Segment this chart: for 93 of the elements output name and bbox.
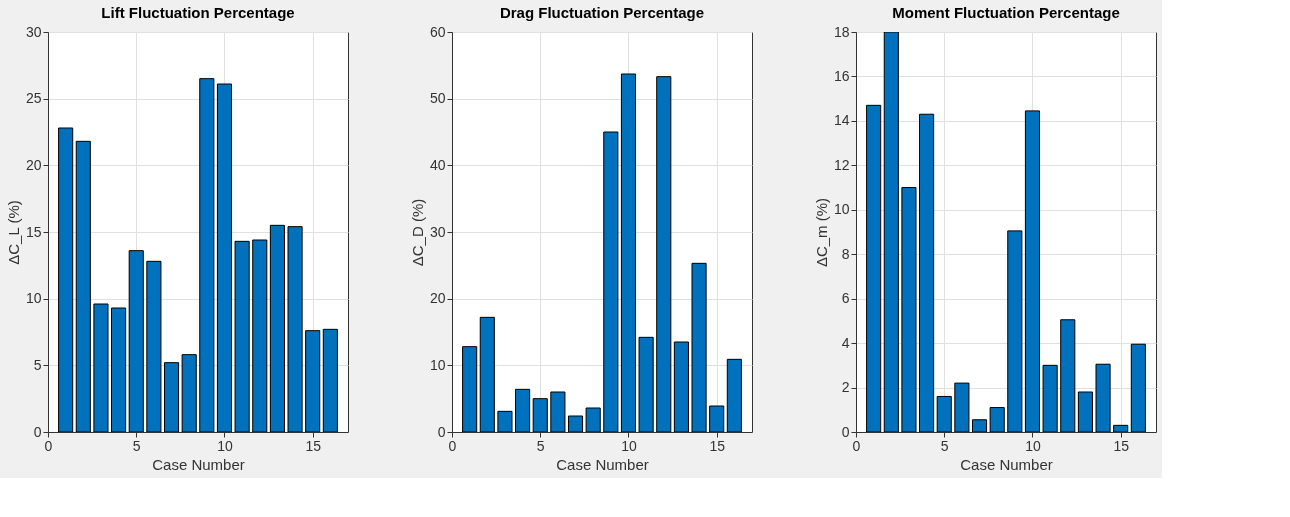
chart-title: Lift Fluctuation Percentage [101,4,295,21]
bar [515,388,531,432]
bar [709,405,725,432]
y-tick-label: 0 [437,423,446,440]
bar [1024,110,1041,432]
bar [638,336,654,432]
bar [673,341,689,432]
y-tick-label: 30 [429,223,446,240]
bar [234,240,250,432]
y-tick-label: 6 [841,290,850,307]
bar [1007,230,1023,432]
x-tick-label: 5 [940,437,949,454]
y-tick-label: 50 [429,90,446,107]
bar [1113,424,1129,432]
chart-title: Moment Fluctuation Percentage [892,4,1120,21]
bar [128,250,144,432]
y-tick-label: 14 [833,112,850,129]
y-tick-label: 10 [833,201,850,218]
x-tick-label: 15 [305,437,322,454]
bar [954,382,970,432]
y-tick-label: 2 [841,379,850,396]
y-tick-label: 4 [841,334,850,351]
bar [567,415,584,432]
bar [691,262,707,432]
bar [287,226,303,432]
bar [199,78,215,432]
bar [93,303,109,432]
bar [919,113,935,432]
bar [989,407,1005,432]
bar [550,391,566,432]
x-tick-label: 10 [621,437,637,454]
x-tick-label: 15 [1113,437,1130,454]
bar [726,358,742,432]
bar [305,330,321,432]
bar [1095,363,1111,432]
y-axis-title: ΔC_L (%) [4,200,22,265]
x-axis-title: Case Number [960,455,1053,473]
bar [181,354,197,432]
bar [58,127,74,432]
y-tick-label: 20 [25,156,42,173]
x-tick-label: 0 [44,437,53,454]
x-tick-label: 15 [709,437,726,454]
bar [497,410,513,432]
bar [971,419,988,432]
bar [901,187,917,432]
bar [322,328,338,432]
y-tick-label: 0 [33,423,42,440]
bar [1060,319,1076,432]
y-tick-label: 60 [429,23,446,40]
x-tick-label: 5 [132,437,141,454]
y-tick-label: 18 [833,23,850,40]
bar [1077,391,1093,432]
x-tick-label: 10 [1025,437,1041,454]
chart-title: Drag Fluctuation Percentage [499,4,705,21]
bar [1042,364,1058,432]
bar [603,131,619,432]
bar [252,239,268,432]
y-tick-label: 5 [33,356,42,373]
bar [111,307,127,432]
bar [216,83,233,432]
bar [656,76,672,432]
y-tick-label: 15 [25,223,42,240]
bar [883,32,899,432]
y-tick-label: 25 [25,90,42,107]
bar [936,395,952,432]
y-axis-title: ΔC_m (%) [812,197,830,268]
bar [479,316,495,432]
y-tick-label: 16 [833,67,850,84]
x-axis-title: Case Number [152,455,245,473]
bar [532,398,548,432]
y-tick-label: 8 [841,245,850,262]
y-tick-label: 10 [25,290,42,307]
x-tick-label: 5 [536,437,545,454]
x-tick-label: 0 [448,437,457,454]
bar [146,260,162,432]
y-tick-label: 40 [429,156,446,173]
bar [163,362,180,432]
bar [585,407,601,432]
y-axis-title: ΔC_D (%) [408,198,426,267]
y-tick-label: 10 [429,356,446,373]
bar [75,140,91,432]
x-axis-title: Case Number [556,455,649,473]
y-tick-label: 12 [833,156,850,173]
bar [1130,343,1146,432]
y-tick-label: 30 [25,23,42,40]
x-tick-label: 0 [852,437,861,454]
bar [269,224,285,432]
y-tick-label: 20 [429,290,446,307]
bar [462,346,478,432]
x-tick-label: 10 [217,437,233,454]
y-tick-label: 0 [841,423,850,440]
bar [866,104,882,432]
bar [620,73,637,432]
